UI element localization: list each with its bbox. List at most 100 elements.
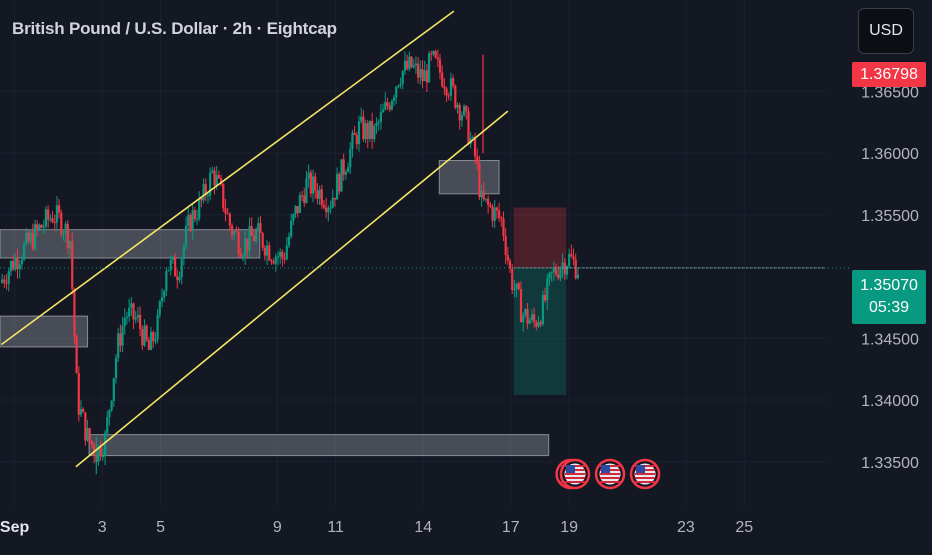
candle-body <box>314 176 317 191</box>
candle-body <box>340 159 343 192</box>
candle-body <box>22 243 26 260</box>
candle-body <box>500 217 503 219</box>
candle-body <box>241 256 245 258</box>
x-tick-label: 9 <box>273 519 282 536</box>
candle-body <box>29 232 32 242</box>
candle-body <box>163 290 166 298</box>
candle-body <box>287 236 291 246</box>
candle-body <box>3 279 6 283</box>
candle-body <box>506 255 509 261</box>
candle-body <box>261 233 264 248</box>
current-price-label: 1.35070 <box>860 277 918 294</box>
candle-body <box>482 190 485 200</box>
candle-body <box>427 53 431 83</box>
candle-body <box>187 215 190 226</box>
candle-body <box>511 268 514 291</box>
candle-body <box>541 294 544 325</box>
candle-body <box>344 172 347 175</box>
candle-body <box>467 111 470 144</box>
candle-body <box>270 260 273 262</box>
candle-body <box>33 224 37 249</box>
candle-body <box>388 106 391 110</box>
x-tick-label: 5 <box>156 519 165 536</box>
channel-line <box>0 10 455 346</box>
currency-button[interactable]: USD <box>858 8 914 54</box>
candle-body <box>561 262 564 269</box>
candle-body <box>533 314 536 323</box>
candle-body <box>311 176 315 194</box>
candle-body <box>460 115 463 121</box>
candle-body <box>515 283 518 289</box>
candle-body <box>528 320 531 324</box>
x-tick-label: 23 <box>677 519 695 536</box>
candle-body <box>18 264 21 270</box>
candle-body <box>51 218 54 222</box>
candle-body <box>519 289 523 323</box>
candle-body <box>222 183 225 209</box>
candle-body <box>498 210 501 218</box>
candle-body <box>329 207 332 209</box>
candle-body <box>93 444 96 456</box>
candle-body <box>47 209 50 220</box>
candle-body <box>355 135 358 145</box>
candle-body <box>325 207 328 213</box>
candle-body <box>535 322 538 327</box>
candle-body <box>228 213 231 226</box>
candle-body <box>412 65 415 68</box>
candle-body <box>434 51 437 58</box>
candle-body <box>138 314 142 330</box>
candle-body <box>351 132 354 149</box>
candle-body <box>36 224 39 230</box>
candle-body <box>410 56 413 68</box>
candle-body <box>200 198 203 201</box>
candle-body <box>217 175 221 179</box>
chart-title: British Pound / U.S. Dollar · 2h · Eight… <box>12 19 337 38</box>
candle-body <box>336 173 339 200</box>
candle-body <box>517 283 520 290</box>
candle-body <box>353 132 356 136</box>
candle-body <box>143 325 146 346</box>
candle-body <box>386 102 389 107</box>
candle-body <box>154 339 157 342</box>
candle-body <box>40 224 43 228</box>
candle-body <box>346 167 350 173</box>
us-flag-icon <box>559 458 591 490</box>
stop-loss-zone <box>513 207 567 268</box>
x-tick-label: 25 <box>735 519 753 536</box>
zone-box <box>438 160 500 195</box>
candle-body <box>274 256 277 264</box>
candle-body <box>303 195 306 203</box>
candle-body <box>9 261 13 272</box>
candle-body <box>570 253 573 257</box>
candle-body <box>58 205 61 213</box>
candle-body <box>338 173 341 192</box>
candle-body <box>381 109 385 113</box>
candle-body <box>202 184 205 201</box>
candle-body <box>64 223 67 234</box>
x-tick-label: 17 <box>502 519 520 536</box>
candle-body <box>119 333 122 346</box>
channel-line <box>75 110 509 468</box>
y-tick-label: 1.34000 <box>861 393 919 410</box>
candle-body <box>167 269 170 272</box>
candle-body <box>20 259 23 265</box>
candle-body <box>487 198 490 205</box>
candle-body <box>101 455 104 457</box>
candle-body <box>215 175 218 186</box>
candle-body <box>149 332 153 350</box>
candle-body <box>230 225 234 235</box>
candle-body <box>546 278 549 301</box>
candle-body <box>414 63 418 66</box>
candle-body <box>226 213 229 215</box>
candle-body <box>548 273 551 279</box>
candle-body <box>572 256 575 260</box>
candle-body <box>456 104 459 108</box>
candle-body <box>320 189 323 206</box>
candle-body <box>316 190 319 199</box>
candle-body <box>12 261 15 270</box>
candle-body <box>25 232 28 244</box>
candle-body <box>530 314 534 321</box>
candle-body <box>184 225 188 246</box>
